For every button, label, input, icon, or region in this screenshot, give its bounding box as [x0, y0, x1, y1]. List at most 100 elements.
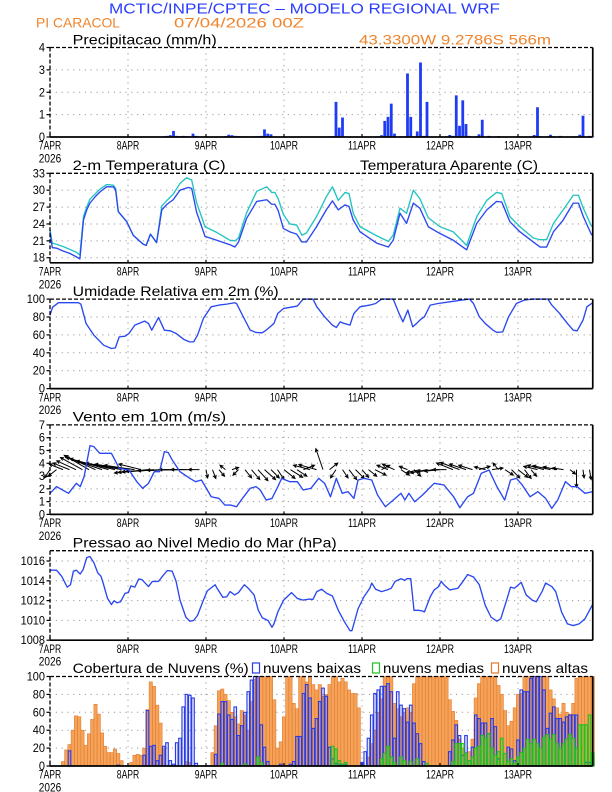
cloud-bar-high [512, 707, 517, 767]
cloud-bar-mid [564, 738, 569, 767]
wind-vector [51, 462, 70, 471]
cloud-bar-low [191, 697, 195, 767]
cloud-bar-high [425, 676, 429, 767]
cloud-bar-high [285, 676, 290, 767]
wind-vector [348, 469, 358, 481]
wind-vector [492, 462, 499, 470]
precip-bar [380, 135, 383, 137]
wind-vector [205, 469, 210, 480]
precip-bar [269, 134, 273, 137]
wind-vector [405, 469, 421, 474]
cloud-bar-mid [399, 756, 403, 767]
wind-vector [504, 469, 515, 476]
cloud-bar-high [291, 703, 296, 767]
x-tick-label: 12APR [426, 392, 454, 404]
cloud-bar-low [67, 750, 72, 767]
x-tick-label: 11APR [348, 392, 376, 404]
wind-vector [117, 462, 142, 471]
cloud-bar-low [402, 708, 407, 767]
cloud-bar-mid [334, 748, 338, 767]
y-tick-label: 1012 [21, 596, 45, 608]
wind-vector [290, 469, 304, 478]
cloud-bar-high [100, 732, 104, 767]
precip-bar [263, 129, 266, 137]
cloud-bar-low [243, 711, 247, 767]
cloud-bar-low [161, 745, 166, 767]
year-label: 2026 [39, 154, 61, 166]
cloud-bar-low [369, 714, 374, 767]
y-tick-label: 21 [33, 236, 45, 248]
year-label: 2026 [39, 531, 61, 543]
y-tick-label: 80 [33, 312, 45, 324]
cloud-bar-mid [525, 738, 530, 767]
cloud-bar-low [321, 687, 325, 767]
y-tick-label: 33 [33, 168, 45, 180]
x-tick-label: 10APR [270, 267, 298, 279]
wind-vector [212, 469, 217, 480]
x-tick-label: 10APR [270, 770, 298, 782]
cloud-bar-mid [415, 758, 420, 767]
cloud-bar-low [148, 745, 153, 767]
data-layer [61, 675, 595, 767]
x-tick-label: 11APR [348, 518, 376, 530]
cloud-bar-mid [503, 752, 507, 767]
wind-vector [59, 456, 83, 471]
cloud-bar-high [64, 749, 69, 767]
x-tick-label: 12APR [426, 518, 454, 530]
cloud-bar-high [103, 746, 108, 767]
wind-vector [297, 463, 317, 471]
precip-bar [227, 134, 231, 137]
y-tick-label: 1 [39, 110, 45, 122]
wind-vector [244, 469, 253, 479]
cloud-bar-high [70, 729, 75, 767]
station-name: PI CARACOL [36, 14, 120, 30]
x-tick-label: 7APR [39, 518, 61, 530]
y-tick-label: 4 [39, 458, 46, 470]
x-tick-label: 13APR [504, 644, 532, 656]
cloud-bar-high [441, 676, 446, 767]
cloud-bar-low [392, 737, 397, 767]
apparent-temperature-legend: Temperatura Aparente (C) [360, 157, 538, 173]
y-tick-label: 0 [39, 761, 45, 773]
y-tick-label: 20 [33, 743, 45, 755]
legend-label-low-clouds: nuvens baixas [263, 660, 361, 676]
x-tick-label: 8APR [117, 267, 139, 279]
cloud-bar-high [275, 747, 280, 767]
wind-vector [439, 461, 460, 471]
wind-vector [55, 460, 77, 471]
cloud-bar-high [210, 752, 215, 767]
cloud-bar-low [165, 742, 169, 767]
cloud-bar-low [295, 735, 299, 767]
x-tick-label: 13APR [504, 392, 532, 404]
x-tick-label: 12APR [426, 770, 454, 782]
precip-bar [406, 73, 409, 137]
wind-vector [435, 462, 454, 471]
humidity-panel: Umidade Relativa em 2m (%) 0 20 40 60 80 100 7… [27, 283, 594, 417]
x-tick-label: 12APR [426, 141, 454, 153]
y-tick-label: 2 [39, 484, 45, 496]
cloud-bar-low [298, 735, 303, 767]
cloud-bar-mid [545, 734, 550, 767]
cloud-bar-low [363, 751, 368, 767]
cloud-bar-high [139, 754, 143, 767]
cloud-bar-mid [256, 756, 260, 767]
x-tick-label: 13APR [504, 141, 532, 153]
wind-vector [48, 463, 64, 471]
cloud-bar-mid [535, 743, 540, 767]
precip-bar [393, 133, 396, 137]
x-tick-label: 11APR [348, 770, 376, 782]
cloud-bar-mid [551, 734, 556, 767]
wind-vector [84, 461, 122, 471]
wind-vector [283, 469, 296, 480]
precip-bar [425, 101, 429, 137]
temperatura-aparente-line [49, 177, 593, 256]
y-tick-label: 4 [39, 43, 46, 55]
y-tick-label: 100 [27, 672, 45, 684]
wind-vector [43, 469, 51, 479]
cloud-bar-low [181, 706, 186, 767]
precip-bar [458, 125, 461, 137]
y-tick-label: 40 [33, 725, 45, 737]
cloud-bar-mid [454, 743, 459, 767]
cloud-bar-mid [522, 747, 527, 767]
